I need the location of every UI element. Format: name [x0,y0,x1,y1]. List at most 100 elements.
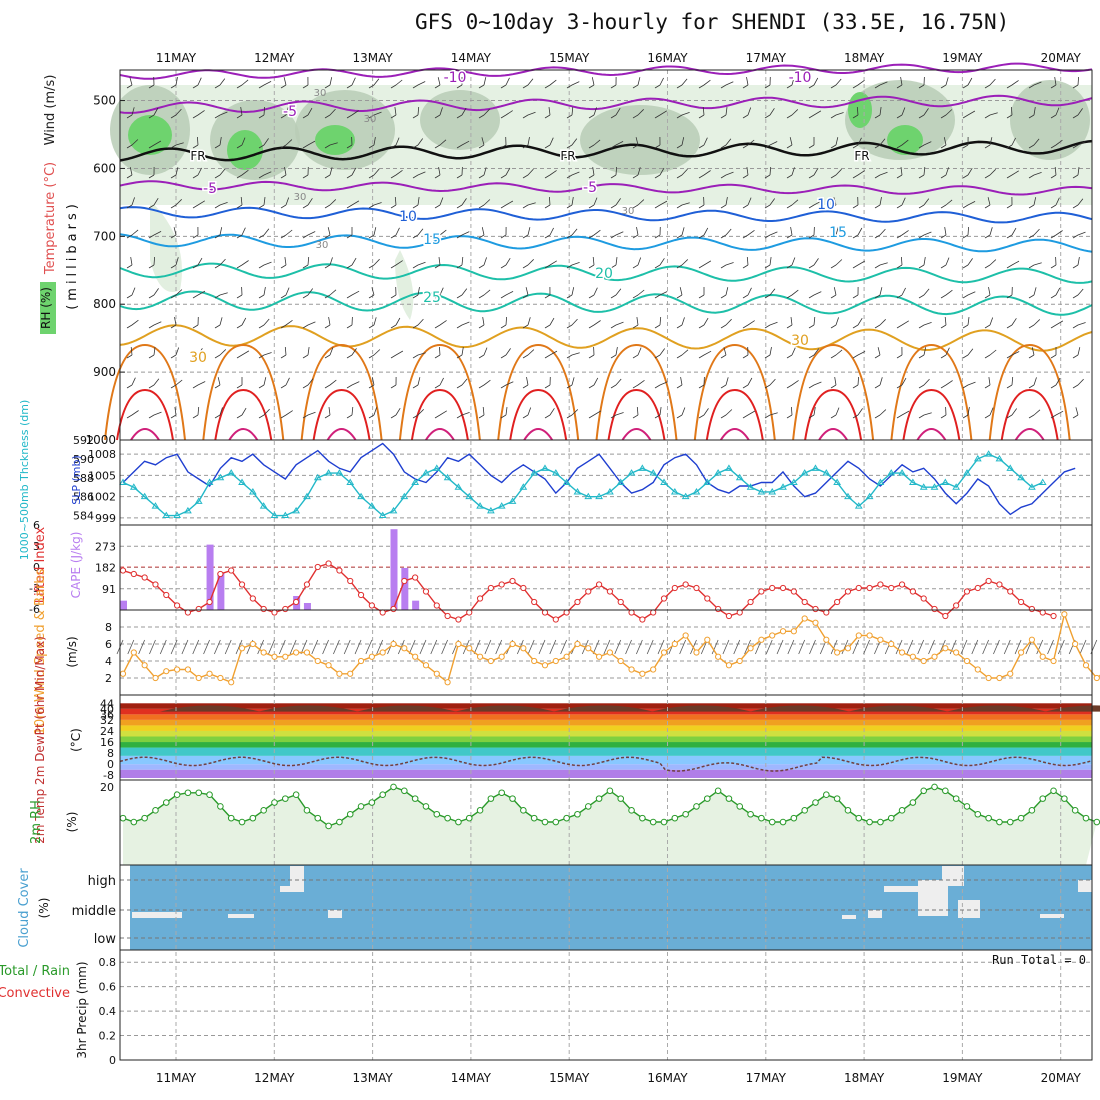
wind-barb [852,260,866,269]
lifted-index-line-point [347,577,354,585]
wind-barb [566,352,580,359]
thickness-series-line-point [205,478,214,485]
x-tick-label-top: 11MAY [156,51,197,65]
wind-speed-line-point [866,632,873,639]
wind-barb [764,76,771,89]
wind-barb [962,381,976,389]
thickness-series-line [122,453,1043,517]
wind-barb-10m [138,639,146,655]
wind-barb [742,410,756,419]
wind-barb [874,262,888,269]
wind-barb [720,197,728,209]
wind-barb [940,406,947,419]
y-tick-label: 600 [93,161,116,175]
wind-barb [874,377,883,389]
lifted-index-line-point [455,616,462,623]
rh2m-line-point [444,814,451,822]
wind-speed-line-point [1039,653,1046,660]
wind-barb [940,199,953,209]
thickness-series-line-point [811,464,820,471]
lifted-index-tick-label: 0 [33,561,40,574]
lifted-index-line-point [390,605,397,613]
cape-axis-label: CAPE (J/kg) [69,532,83,599]
wind-speed-line-point [909,653,916,660]
rh2m-line-point [357,803,365,810]
wind-barb [1028,172,1042,179]
x-tick-label-top: 17MAY [746,51,787,65]
wind-speed-line-point [920,657,927,665]
wind-barb [1050,287,1061,299]
wind-barb [280,410,293,419]
isotherm-arch [523,428,554,441]
wind-barb [896,77,903,89]
thickness-series-line-point [768,487,777,495]
wind-barb-10m [1014,639,1022,655]
wind-barb-10m [679,639,687,655]
wind-barb [500,348,511,359]
wind-barb [1050,77,1057,89]
wind-barb [170,407,177,419]
wind-barb [654,226,661,239]
thickness-series-line-point [248,487,257,495]
wind-barb [544,79,557,89]
wind-barb [324,289,337,299]
thickness-series-line-point [800,469,809,476]
wind-barb [830,349,843,359]
wind-barb [346,200,360,209]
rh2m-line-point [887,814,895,822]
wind-barb [1028,107,1036,119]
wind-barb [742,197,752,209]
wind-barb [368,137,376,149]
lifted-index-line-point [1050,612,1057,620]
wind-barb [214,111,228,119]
temp2m-tick-label: 0 [107,758,114,771]
wind-barb [874,138,886,149]
wind-speed-line-point [963,657,971,665]
rh-shading-green [227,130,263,170]
lifted-index-line-point [130,570,137,578]
wind-barb-10m [192,639,200,655]
isotherm-arch [890,343,973,441]
thickness-series-line-point [789,478,798,485]
thickness-series-line-point [487,506,495,514]
temp2m-tick-label: 36 [100,708,114,721]
thickness-series-line-point [908,478,917,485]
rh2m-line-point [238,818,246,826]
wind-barb [500,167,511,179]
wind-speed-line-point [650,666,657,673]
wind-barb [236,107,243,119]
thickness-series-line-point [313,473,322,481]
wind-barb [808,316,816,329]
thickness-series-line-point [963,469,971,476]
wind-barb [434,229,447,239]
wind-barb [456,166,463,179]
wind-barb-10m [646,639,654,655]
wind-barb [962,201,976,209]
wind-barb [588,77,595,89]
wind-barb [742,139,755,149]
wind-barb [940,109,953,119]
wind-barb [148,321,162,329]
wind-barb-10m [1003,639,1011,655]
wind-barb [258,352,272,359]
wind-barb [940,167,949,179]
wind-barb [346,381,360,389]
wind-barb [676,349,689,359]
wind-speed-line-point [466,645,473,652]
rh2m-line-point [1050,787,1057,795]
precip-tick-label: 0.6 [99,981,117,994]
thickness-series-line-point [140,492,149,500]
thickness-series-line-point [638,464,647,471]
x-tick-label-bottom: 12MAY [254,1071,295,1085]
wind10m-unit-label: (m/s) [65,636,79,667]
wind-barb [720,318,732,329]
thickness-series-line-point [411,478,420,485]
wind-barb-10m [982,639,989,655]
isotherm-line [119,180,1093,196]
rh2m-line-point [509,795,516,802]
wind-speed-line-point [1028,636,1035,643]
wind-barb [830,227,839,239]
wind-barb [786,406,793,419]
wind-speed-line-point [704,636,711,643]
rh2m-line-point [628,807,635,814]
